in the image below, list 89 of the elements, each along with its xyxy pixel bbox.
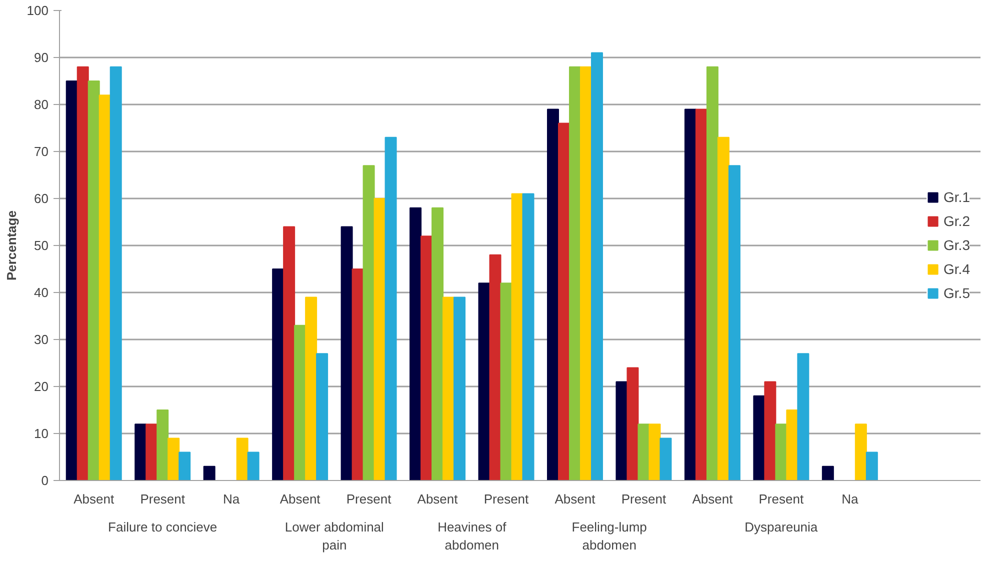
- x-tick-label: Absent: [692, 492, 734, 506]
- bar: [717, 136, 730, 480]
- x-tick-label: Present: [140, 492, 186, 506]
- bar: [522, 193, 534, 480]
- legend-label: Gr.1: [944, 189, 970, 205]
- text: Heavines of abdomen: [438, 520, 507, 552]
- bar: [98, 94, 111, 480]
- bar: [546, 108, 559, 480]
- bar: [764, 381, 776, 480]
- bar: [775, 424, 788, 480]
- x-tick-label: Absent: [417, 492, 458, 506]
- x-tick-label: Absent: [74, 492, 114, 506]
- bar: [352, 268, 364, 480]
- x-tick-label: Present: [484, 492, 530, 506]
- bar: [866, 452, 878, 480]
- y-tick-label: 10: [34, 426, 49, 441]
- bar: [384, 136, 397, 480]
- bar: [753, 395, 766, 480]
- bar: [660, 438, 672, 480]
- x-tick-label: Absent: [280, 492, 321, 506]
- y-tick-label: 100: [26, 3, 49, 18]
- bar: [822, 466, 834, 480]
- bar: [695, 108, 708, 480]
- bar: [410, 207, 422, 480]
- x-tick-label: Present: [346, 492, 392, 506]
- y-tick-label: 90: [34, 50, 49, 65]
- bar: [626, 367, 639, 480]
- x-tick-label: Na: [842, 492, 859, 506]
- y-tick-label: 30: [34, 332, 49, 347]
- text: Lower abdominal pain: [284, 520, 384, 552]
- x-tick-label: Absent: [554, 492, 596, 506]
- y-tick-label: 80: [34, 97, 49, 112]
- bar: [374, 198, 386, 480]
- bar: [134, 424, 147, 480]
- bar: [706, 66, 718, 480]
- bar: [420, 236, 433, 480]
- y-tick-label: 70: [34, 144, 49, 159]
- y-tick-label: 20: [34, 379, 49, 394]
- bar: [362, 165, 375, 480]
- bar: [66, 80, 78, 480]
- bar: [283, 226, 296, 480]
- bar: [146, 424, 158, 480]
- bar: [616, 381, 628, 480]
- bar: [638, 424, 650, 480]
- bar: [489, 254, 502, 480]
- x-tick-label: Present: [758, 492, 804, 506]
- bar: [178, 452, 191, 480]
- bar: [340, 226, 353, 480]
- bar: [590, 52, 603, 480]
- text: Dyspareunia: [744, 520, 818, 534]
- bar: [454, 296, 466, 480]
- bar: [432, 207, 444, 480]
- text: Failure to concieve: [108, 520, 218, 534]
- legend-label: Gr.3: [944, 237, 970, 253]
- y-tick-label: 0: [41, 473, 49, 488]
- bar: [854, 424, 867, 480]
- legend-label: Gr.4: [944, 261, 970, 277]
- bar: [568, 66, 581, 480]
- y-tick-label: 40: [34, 285, 49, 300]
- bar: [156, 410, 169, 480]
- bar: [236, 438, 248, 480]
- bar: [558, 122, 570, 480]
- bar: [316, 353, 328, 480]
- bar: [168, 438, 180, 480]
- bar: [442, 296, 455, 480]
- bar: [88, 80, 100, 480]
- bar: [110, 66, 122, 480]
- bar: [580, 66, 592, 480]
- bar: [272, 268, 284, 480]
- x-tick-label: Na: [223, 492, 240, 506]
- bar: [797, 353, 810, 480]
- bar: [247, 452, 260, 480]
- text: Feeling-lump abdomen: [572, 520, 647, 552]
- legend-label: Gr.5: [944, 285, 970, 301]
- bar: [294, 324, 306, 480]
- bar: [728, 165, 740, 480]
- y-tick-label: 60: [34, 191, 49, 206]
- bar: [684, 108, 696, 480]
- x-tick-label: Present: [621, 492, 667, 506]
- y-axis-title: Percentage: [4, 210, 19, 281]
- bar: [648, 424, 661, 480]
- bar: [305, 296, 318, 480]
- bar: [478, 282, 490, 480]
- bar: [500, 282, 512, 480]
- legend-label: Gr.2: [944, 213, 970, 229]
- bar: [76, 66, 89, 480]
- bar: [203, 466, 216, 480]
- bar: [786, 410, 798, 480]
- y-tick-label: 50: [34, 238, 49, 253]
